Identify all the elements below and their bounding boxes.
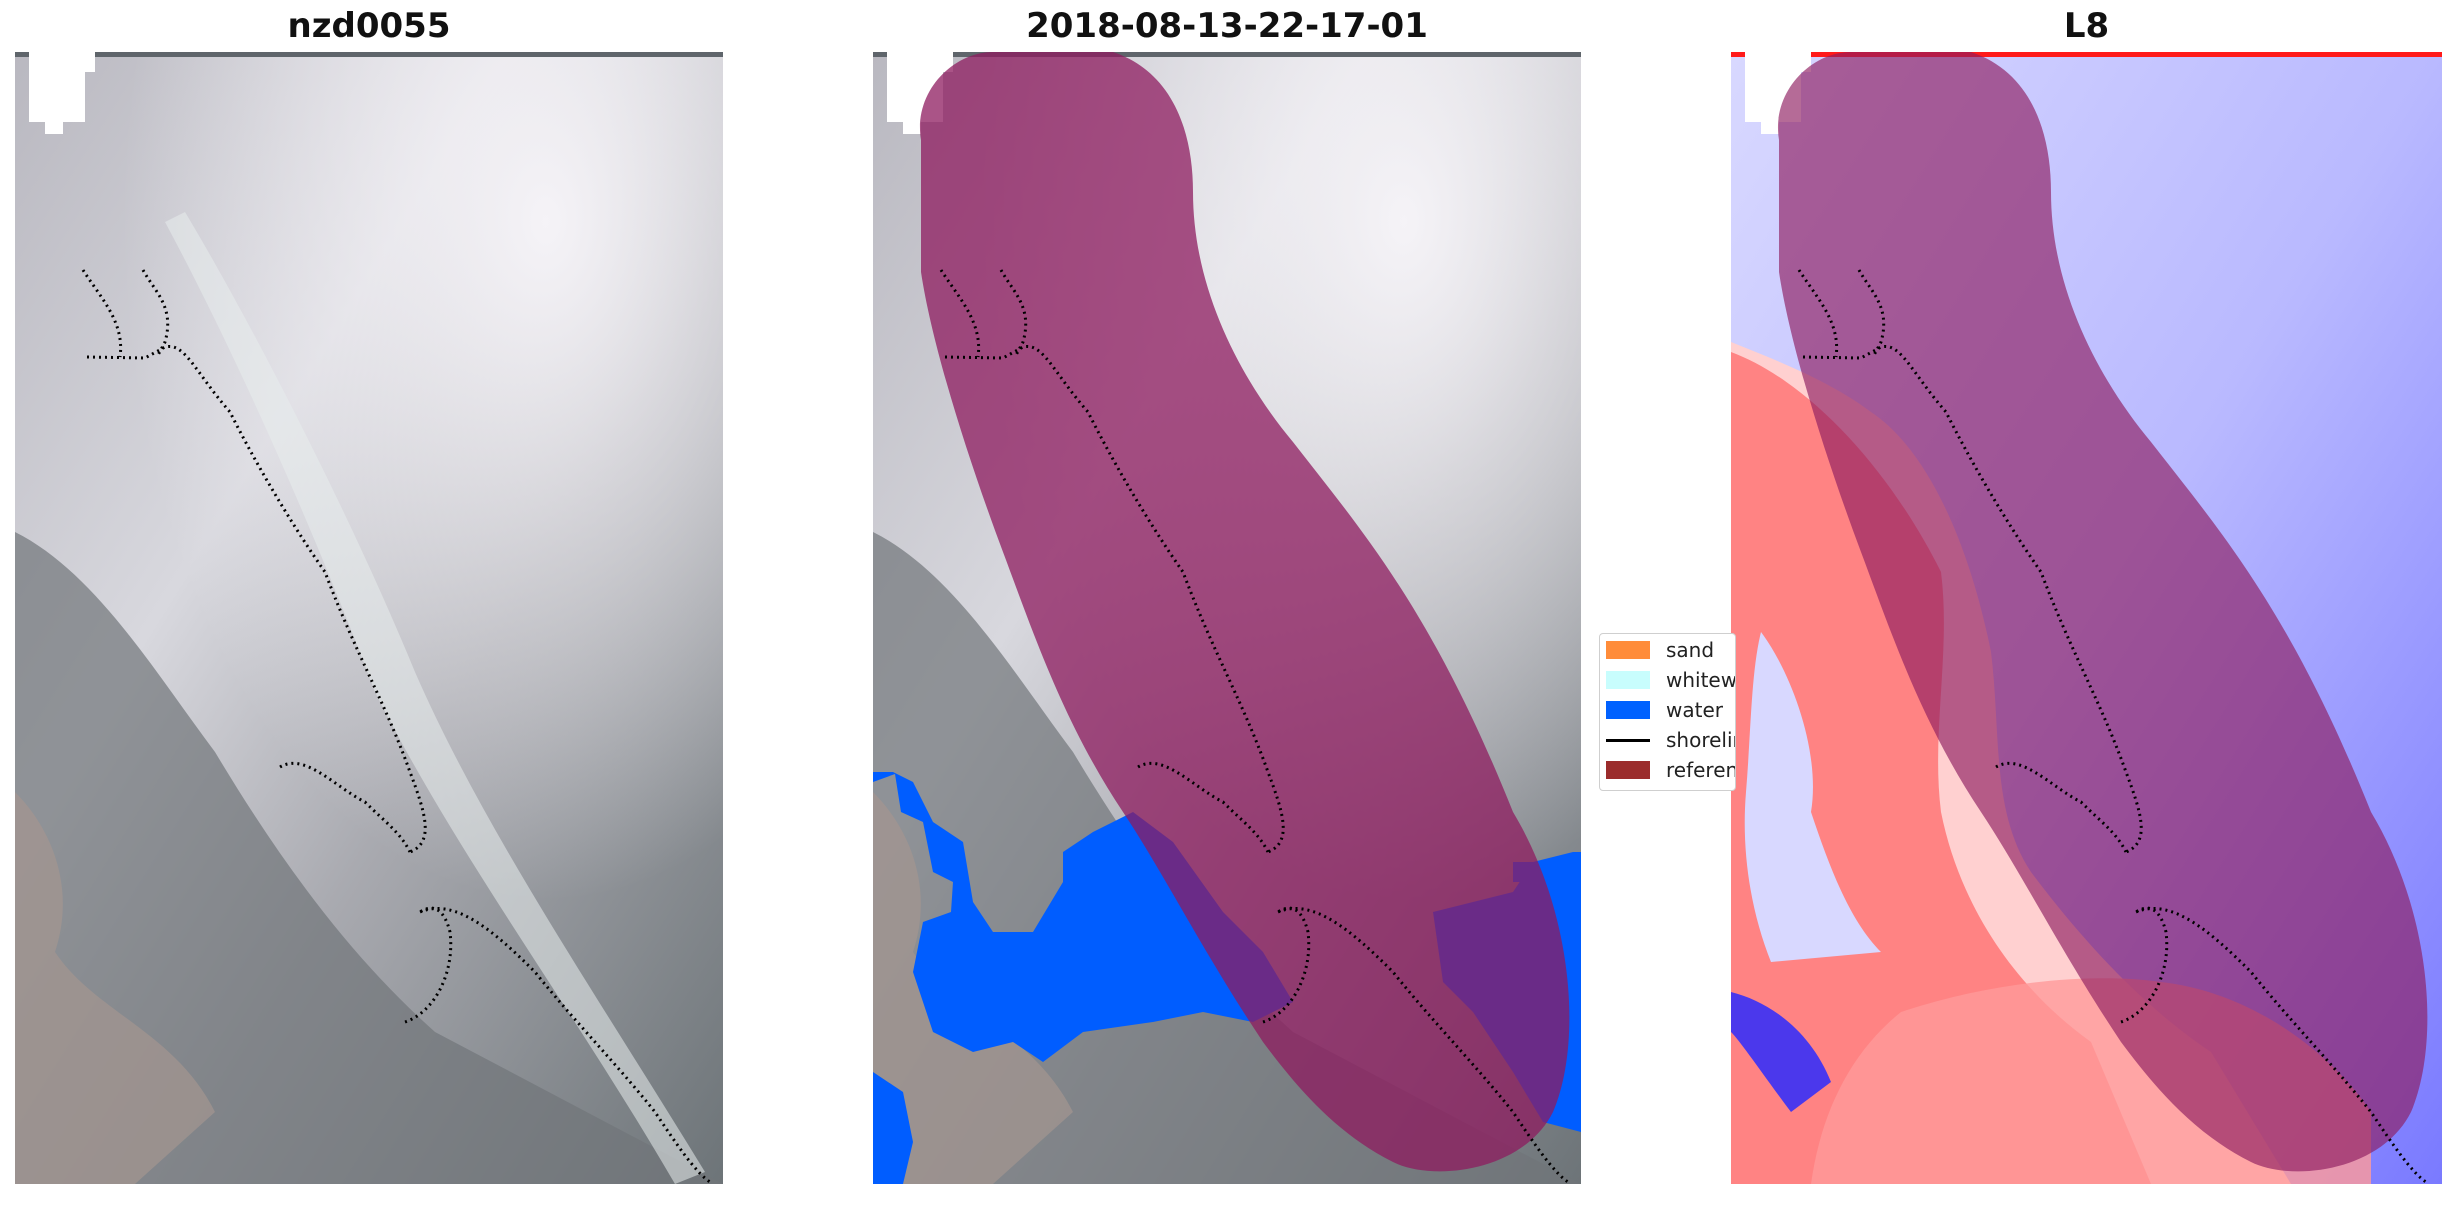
water-swatch (1606, 701, 1650, 719)
classified-image-panel (873, 52, 1581, 1184)
legend-label: sand (1666, 638, 1715, 662)
shoreline-line-icon (1606, 738, 1650, 742)
legend-label: shoreline (1666, 728, 1735, 752)
rgb-image (15, 52, 723, 1184)
legend-label: reference shoreline buffer (1666, 758, 1735, 782)
legend-label: water (1666, 698, 1723, 722)
reference-shoreline (939, 269, 1569, 1184)
reference-shoreline-buffer (1777, 52, 2428, 1172)
legend-item-shoreline: shoreline (1606, 728, 1735, 752)
reference-shoreline (81, 269, 711, 1184)
reference-shoreline (1797, 269, 2427, 1184)
whitewater-swatch (1606, 671, 1650, 689)
legend-item-whitewater: whitewater (1606, 668, 1736, 692)
legend: sand whitewater water shoreline referenc… (1599, 633, 1736, 791)
classified-image (873, 52, 1581, 1184)
reference-shoreline-buffer (919, 52, 1570, 1172)
panel-title-index: L8 (2063, 6, 2110, 46)
reference-buffer-swatch (1606, 761, 1650, 779)
index-image-panel (1731, 52, 2442, 1184)
panel-title-rgb: nzd0055 (287, 6, 451, 46)
legend-item-reference-buffer: reference shoreline buffer (1606, 758, 1735, 782)
sand-swatch (1606, 641, 1650, 659)
legend-label: whitewater (1666, 668, 1736, 692)
legend-item-sand: sand (1606, 638, 1714, 662)
legend-item-water: water (1606, 698, 1723, 722)
index-image (1731, 52, 2442, 1184)
panel-title-classified: 2018-08-13-22-17-01 (1026, 6, 1428, 46)
rgb-image-panel (15, 52, 723, 1184)
